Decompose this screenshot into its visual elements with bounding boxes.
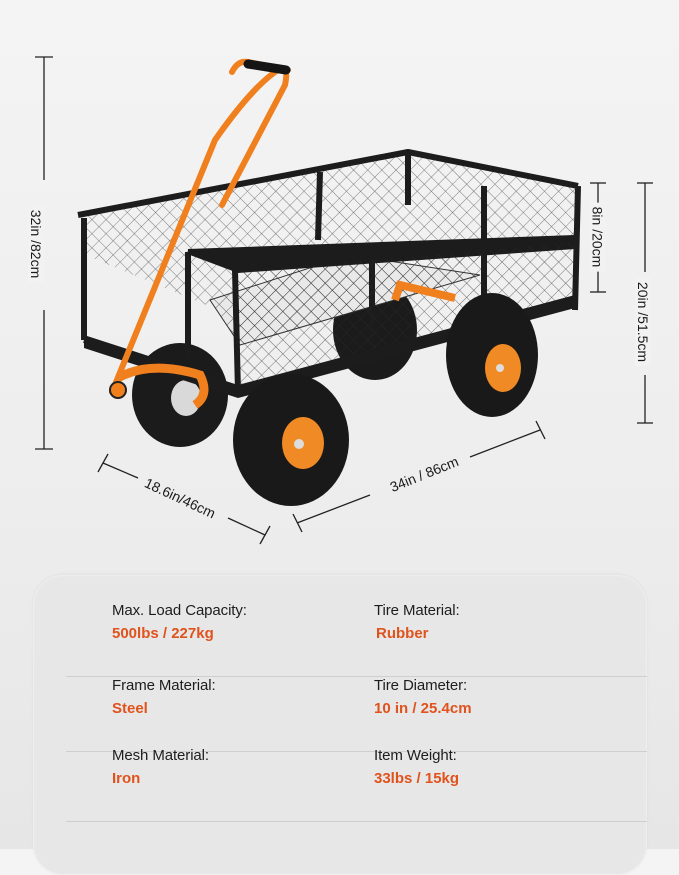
spec-load-capacity: Max. Load Capacity: 500lbs / 227kg [112, 602, 247, 642]
spec-row: Max. Load Capacity: 500lbs / 227kg Tire … [66, 602, 647, 677]
front-wheel [233, 293, 538, 506]
spec-mesh-material: Mesh Material: Iron [112, 747, 209, 787]
dimension-total-height: 32in /82cm [28, 205, 45, 283]
spec-item-weight: Item Weight: 33lbs / 15kg [374, 747, 460, 787]
spec-frame-material: Frame Material: Steel [112, 677, 216, 717]
spec-row: Frame Material: Steel Tire Diameter: 10 … [66, 677, 647, 752]
specs-card: Max. Load Capacity: 500lbs / 227kg Tire … [33, 575, 647, 875]
dimension-bed-height: 20in /51.5cm [635, 277, 652, 367]
spec-tire-diameter: Tire Diameter: 10 in / 25.4cm [374, 677, 472, 717]
garden-cart-illustration [35, 56, 653, 545]
spec-tire-material: Tire Material: Rubber [374, 602, 460, 642]
spec-row: Mesh Material: Iron Item Weight: 33lbs /… [66, 747, 647, 822]
dimension-side-height: 8in /20cm [589, 202, 606, 272]
